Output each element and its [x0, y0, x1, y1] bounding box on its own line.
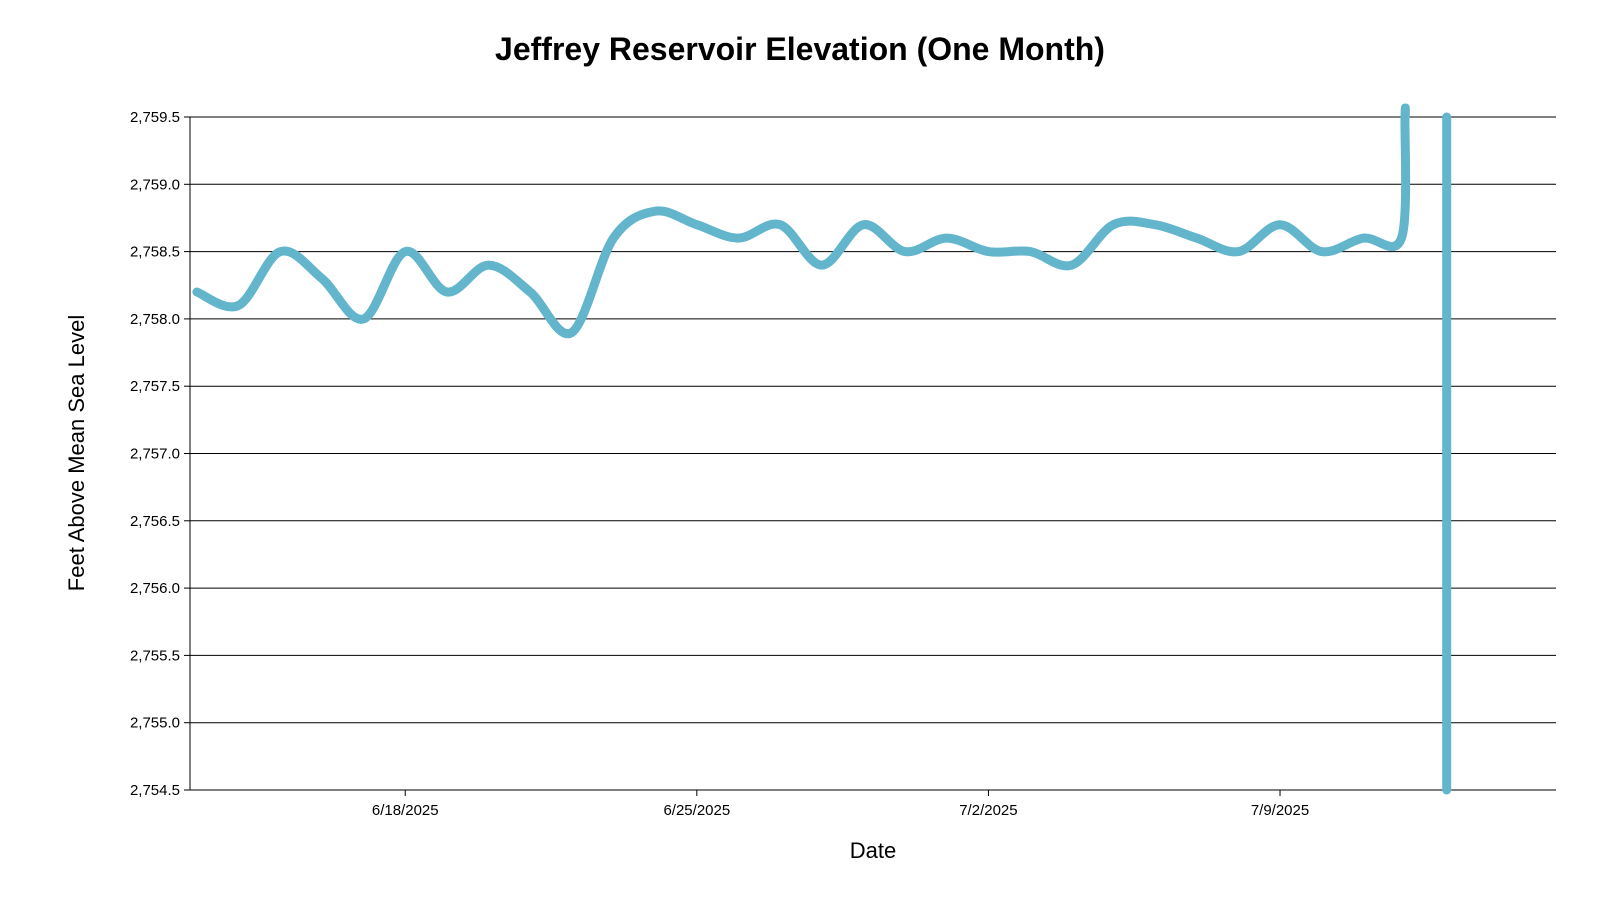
x-axis-ticks: 6/18/2025 6/25/2025 7/2/2025 7/9/2025: [372, 790, 1309, 819]
y-tick-label: 2,755.0: [130, 715, 180, 732]
y-axis-label: Feet Above Mean Sea Level: [64, 315, 89, 591]
y-tick-label: 2,757.5: [130, 378, 180, 395]
x-tick-label: 6/25/2025: [663, 802, 730, 819]
y-tick-label: 2,757.0: [130, 446, 180, 463]
y-tick-label: 2,758.5: [130, 244, 180, 261]
x-tick-label: 6/18/2025: [372, 802, 439, 819]
y-tick-label: 2,756.0: [130, 580, 180, 597]
x-tick-label: 7/2/2025: [959, 802, 1017, 819]
y-tick-label: 2,759.0: [130, 176, 180, 193]
y-axis-ticks: 2,754.5 2,755.0 2,755.5 2,756.0 2,756.5 2,757…: [130, 109, 190, 799]
x-axis-label: Date: [850, 838, 896, 863]
x-tick-label: 7/9/2025: [1251, 802, 1309, 819]
y-tick-label: 2,758.0: [130, 311, 180, 328]
chart-title: Jeffrey Reservoir Elevation (One Month): [495, 31, 1105, 67]
y-tick-label: 2,756.5: [130, 513, 180, 530]
y-tick-label: 2,754.5: [130, 782, 180, 799]
plot-area: [192, 103, 1452, 795]
series-line-1: [192, 103, 1411, 339]
y-tick-label: 2,755.5: [130, 647, 180, 664]
gridlines: [190, 116, 1556, 791]
y-tick-label: 2,759.5: [130, 109, 180, 126]
